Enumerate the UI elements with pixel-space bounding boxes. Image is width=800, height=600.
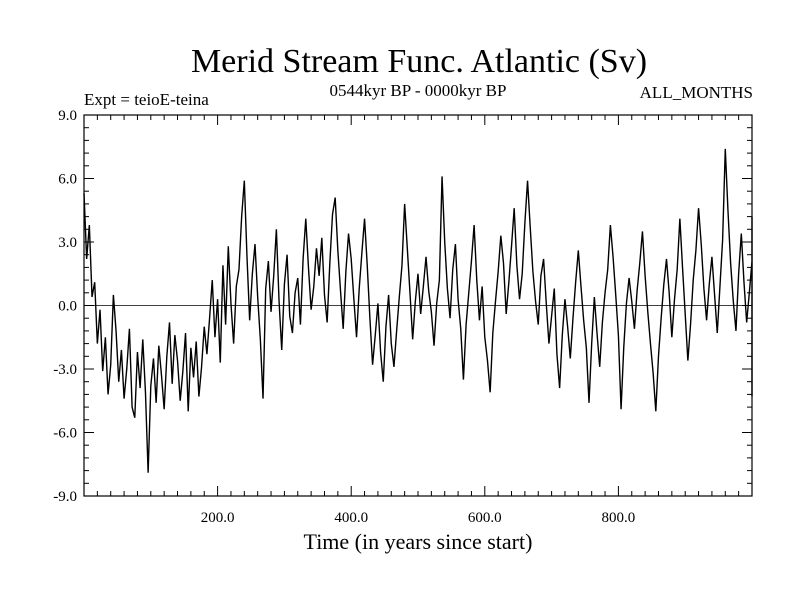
y-tick-label: -9.0 [53, 489, 77, 505]
plot-frame [83, 114, 753, 497]
y-tick-label: 6.0 [58, 172, 77, 188]
experiment-label: Expt = teioE-teina [84, 90, 209, 109]
y-tick-label: 9.0 [58, 108, 77, 124]
y-tick-label: -3.0 [53, 362, 77, 378]
x-tick-label: 200.0 [201, 510, 235, 526]
chart-title: Merid Stream Func. Atlantic (Sv) [191, 43, 647, 80]
axes-layer: 9.0 6.0 3.0 0.0 -3.0 -6.0 -9.0 200.0 400.0 600.0 8… [53, 108, 752, 526]
x-tick-label: 800.0 [602, 510, 636, 526]
x-tick-label: 400.0 [334, 510, 368, 526]
x-tick-label: 600.0 [468, 510, 502, 526]
time-range-label: 0544kyr BP - 0000kyr BP [330, 81, 507, 100]
y-tick-label: 0.0 [58, 299, 77, 315]
x-axis-label: Time (in years since start) [304, 529, 533, 554]
y-tick-label: -6.0 [53, 426, 77, 442]
months-label: ALL_MONTHS [640, 83, 753, 102]
y-tick-label: 3.0 [58, 235, 77, 251]
